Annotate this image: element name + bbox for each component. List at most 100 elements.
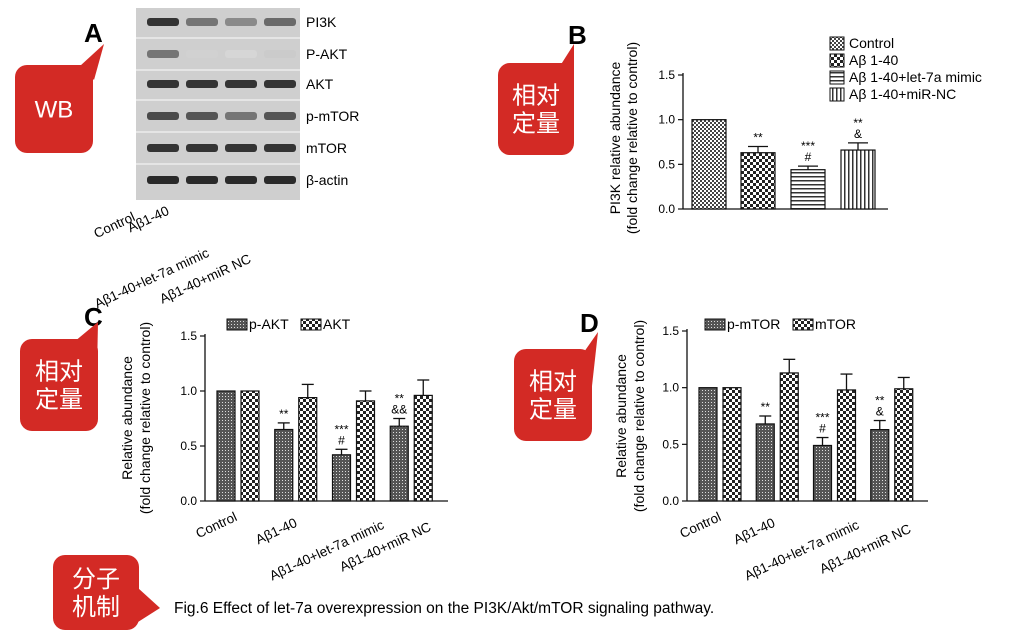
bar bbox=[870, 429, 890, 502]
significance-mark: ** bbox=[853, 116, 863, 130]
callout-box bbox=[20, 339, 98, 431]
blot-band bbox=[225, 50, 257, 58]
legend-entry: Control bbox=[849, 35, 894, 51]
significance-mark: ** bbox=[761, 400, 771, 414]
blot-band bbox=[225, 144, 257, 152]
blot-band bbox=[186, 176, 218, 184]
x-tick-label: Aβ1-40 bbox=[253, 515, 299, 547]
y-tick-label: 1.5 bbox=[662, 324, 679, 338]
y-tick-label: 1.5 bbox=[180, 329, 197, 343]
legend-entry: mTOR bbox=[815, 316, 856, 332]
x-tick-label: Aβ1-40 bbox=[731, 515, 777, 547]
legend-swatch bbox=[829, 36, 845, 51]
bar bbox=[240, 390, 260, 502]
callout-text: 定量 bbox=[35, 387, 83, 414]
bar bbox=[331, 454, 352, 502]
callout-box bbox=[15, 65, 93, 153]
blot-band bbox=[264, 18, 296, 26]
bar bbox=[894, 388, 914, 502]
legend-swatch bbox=[829, 70, 845, 85]
blot-band bbox=[186, 112, 218, 120]
y-tick-label: 1.5 bbox=[658, 68, 675, 82]
blot-band-label: β-actin bbox=[306, 172, 348, 188]
blot-band-label: p-mTOR bbox=[306, 108, 359, 124]
y-tick-label: 0.5 bbox=[658, 157, 675, 171]
chart-panel-c: 0.0 0.5 1.0 1.5 Relative abundance (fold chan… bbox=[119, 316, 448, 583]
callout-box bbox=[53, 555, 139, 630]
x-tick-label: Control bbox=[677, 509, 723, 541]
y-tick-label: 0.0 bbox=[658, 202, 675, 216]
significance-mark: # bbox=[819, 422, 826, 436]
blot-band bbox=[225, 112, 257, 120]
blot-band bbox=[186, 50, 218, 58]
blot-band bbox=[147, 50, 179, 58]
bar bbox=[698, 387, 718, 502]
panel-label-b: B bbox=[568, 20, 587, 50]
blot-band-label: P-AKT bbox=[306, 46, 348, 62]
callout-wb: WBWB bbox=[15, 44, 104, 153]
bar bbox=[216, 390, 236, 502]
panel-label-a: A bbox=[84, 18, 103, 48]
legend-swatch bbox=[704, 318, 726, 331]
callout-text: 定量 bbox=[529, 397, 577, 424]
panel-label-d: D bbox=[580, 308, 599, 338]
legend-entry: p-mTOR bbox=[727, 316, 780, 332]
blot-band bbox=[264, 112, 296, 120]
bar bbox=[355, 400, 376, 502]
bar bbox=[790, 169, 826, 210]
y-axis-label-secondary: (fold change relative to control) bbox=[624, 42, 640, 234]
blot-band-label: PI3K bbox=[306, 14, 337, 30]
significance-mark: *** bbox=[815, 411, 829, 425]
bar bbox=[740, 152, 776, 210]
legend-swatch bbox=[300, 318, 322, 331]
significance-mark: *** bbox=[801, 139, 815, 153]
blot-lane-label: Aβ1-40 bbox=[125, 203, 171, 235]
callout-text: 相对 bbox=[35, 359, 83, 386]
y-axis-label: Relative abundance bbox=[613, 354, 629, 478]
legend-swatch bbox=[792, 318, 814, 331]
callout-text: 定量 bbox=[512, 111, 560, 138]
callout-text: 相对 bbox=[512, 83, 560, 110]
blot-band bbox=[264, 50, 296, 58]
legend-entry: Aβ 1-40+miR-NC bbox=[849, 86, 956, 102]
significance-mark: *** bbox=[334, 422, 348, 436]
callout-text: 相对 bbox=[529, 369, 577, 396]
blot-band bbox=[225, 80, 257, 88]
x-tick-label: Control bbox=[193, 509, 239, 541]
bar bbox=[812, 444, 833, 502]
legend-swatch bbox=[829, 53, 845, 68]
blot-band bbox=[147, 112, 179, 120]
y-tick-label: 0.0 bbox=[662, 494, 679, 508]
legend-swatch bbox=[226, 318, 248, 331]
bar bbox=[779, 372, 799, 502]
blot-band bbox=[147, 80, 179, 88]
panel-label-c: C bbox=[84, 302, 103, 332]
y-tick-label: 1.0 bbox=[662, 381, 679, 395]
bar bbox=[298, 397, 318, 502]
callout-text: WB bbox=[35, 97, 74, 124]
blot-band bbox=[186, 144, 218, 152]
blot-band-label: mTOR bbox=[306, 140, 347, 156]
bar bbox=[389, 425, 409, 502]
bar bbox=[840, 149, 876, 210]
significance-mark: && bbox=[391, 403, 407, 417]
y-tick-label: 1.0 bbox=[180, 384, 197, 398]
blot-band bbox=[264, 144, 296, 152]
blot-band bbox=[186, 80, 218, 88]
significance-mark: ** bbox=[753, 130, 763, 144]
legend-entry: AKT bbox=[323, 316, 351, 332]
y-tick-label: 1.0 bbox=[658, 113, 675, 127]
callout-box bbox=[498, 63, 574, 155]
callout-box bbox=[514, 349, 592, 441]
callout-mechanism: 分子机制分子 机制 bbox=[53, 555, 160, 630]
chart-panel-b: 0.0 0.5 1.0 1.5 PI3K relative abundance (fold… bbox=[607, 35, 982, 234]
blot-band bbox=[264, 176, 296, 184]
y-axis-label-secondary: (fold change relative to control) bbox=[631, 320, 647, 512]
y-tick-label: 0.0 bbox=[180, 494, 197, 508]
legend-entry: Aβ 1-40+let-7a mimic bbox=[849, 69, 982, 85]
